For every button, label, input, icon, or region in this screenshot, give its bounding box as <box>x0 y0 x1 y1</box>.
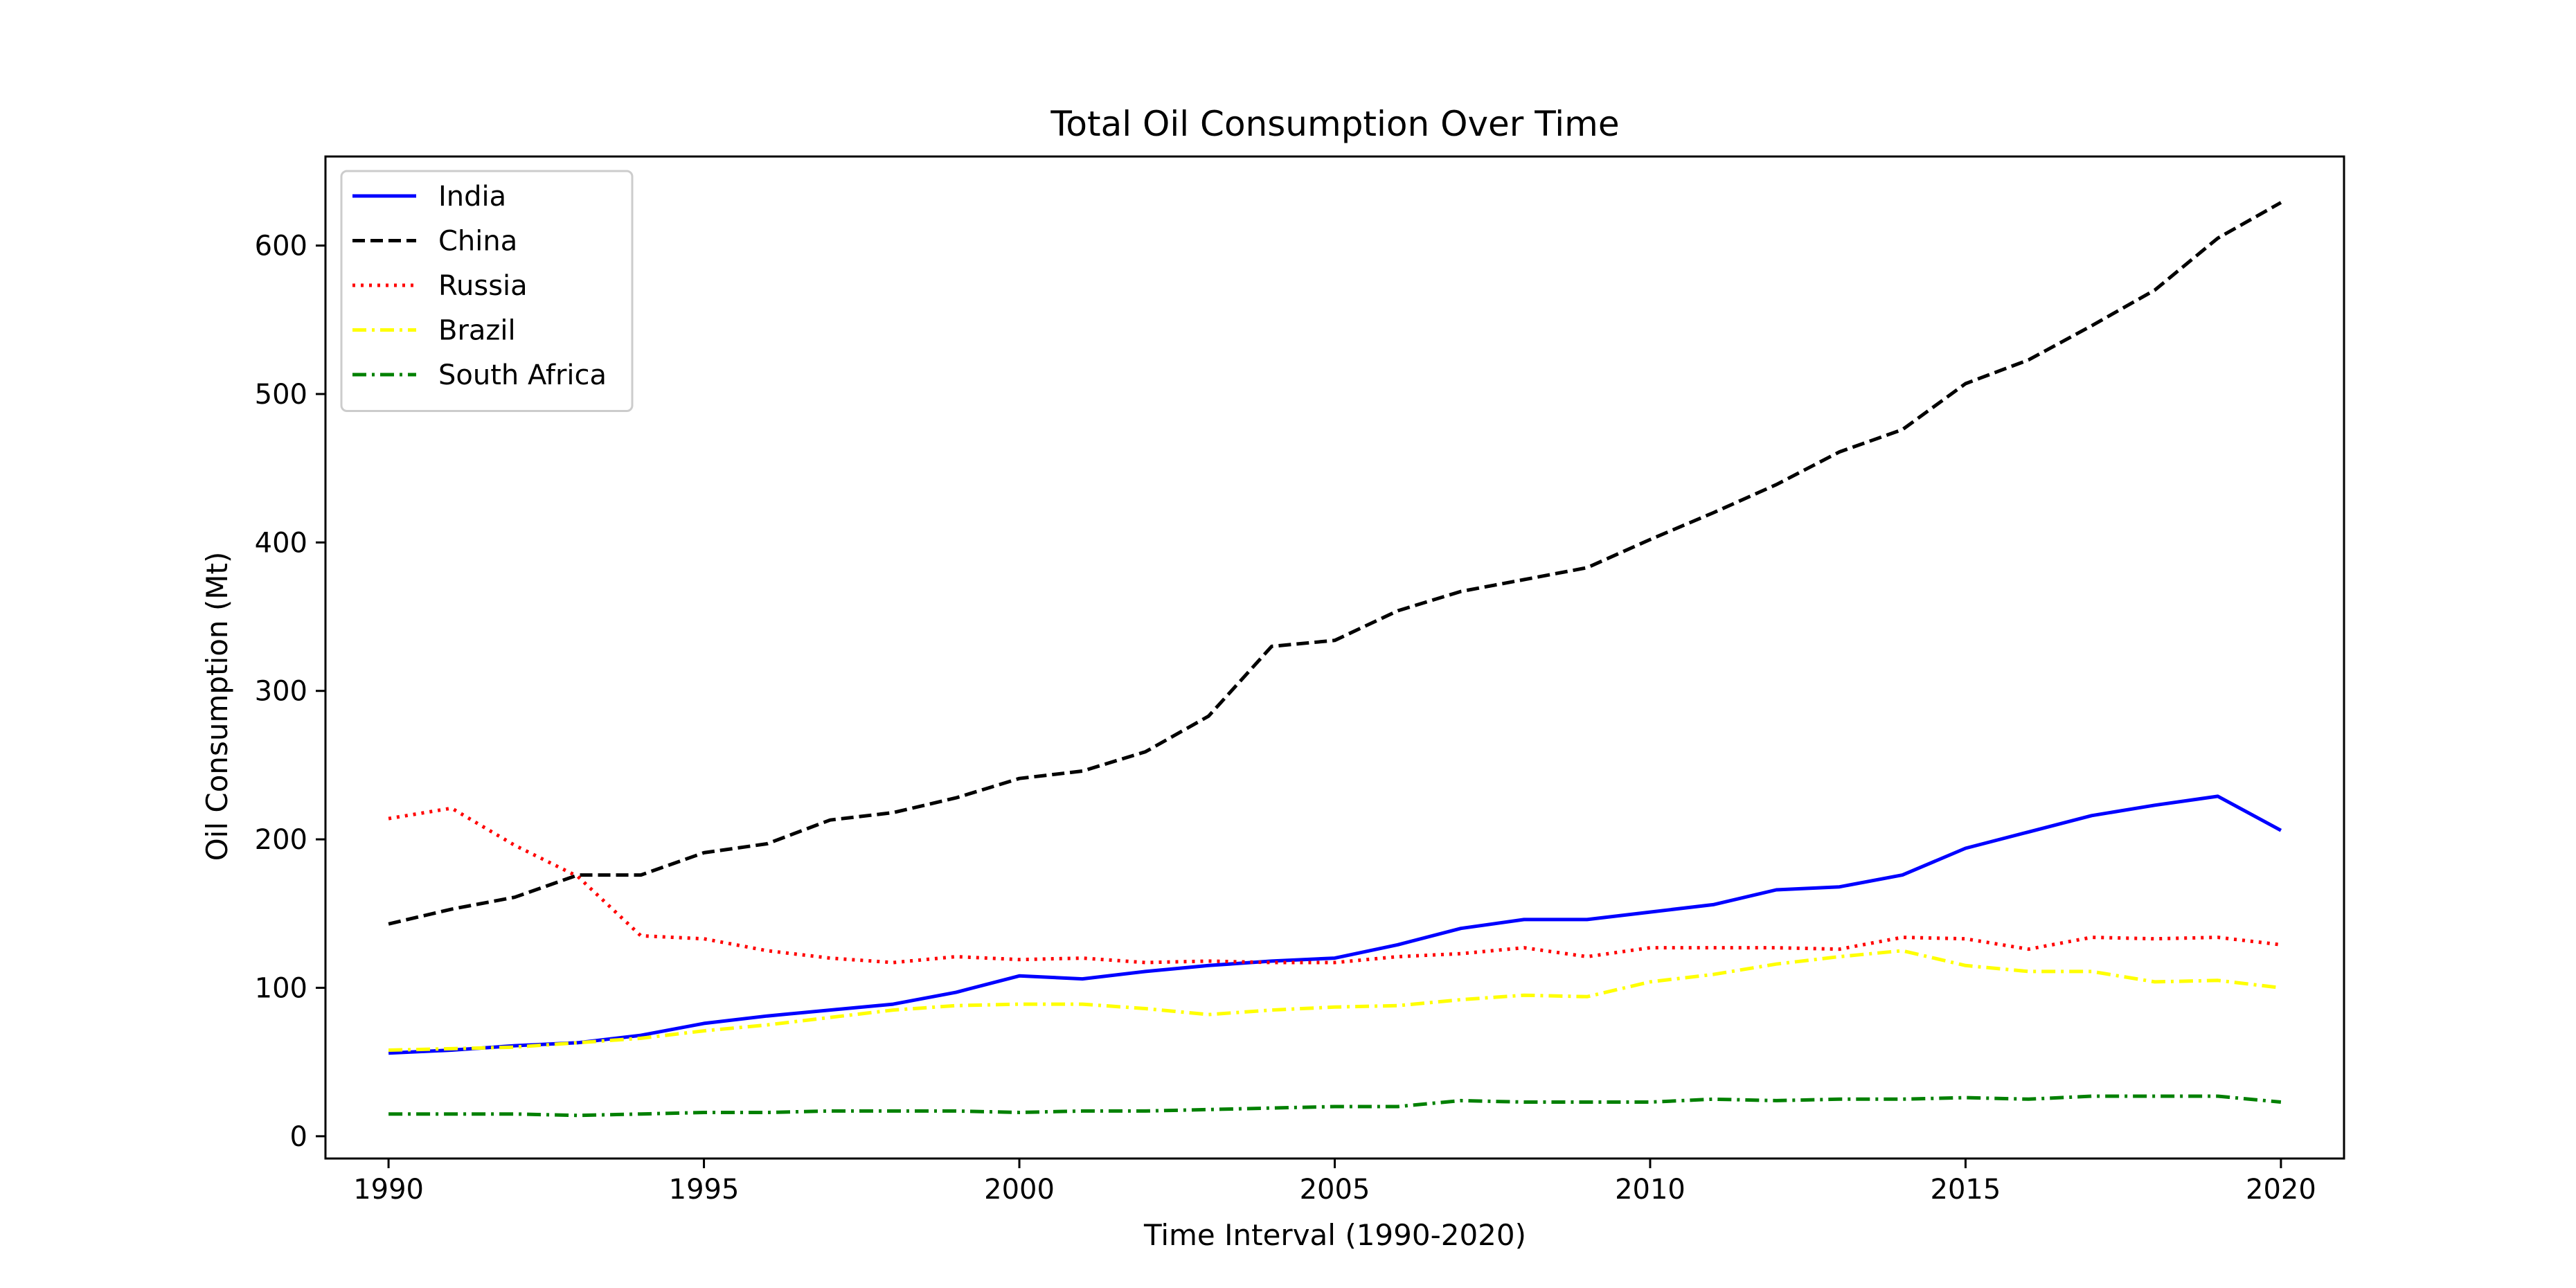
y-axis-title: Oil Consumption (Mt) <box>200 552 234 861</box>
legend-label: South Africa <box>438 359 607 391</box>
legend-label: Brazil <box>438 315 516 347</box>
x-tick-label: 1995 <box>669 1174 740 1206</box>
plot-area <box>388 201 2282 1118</box>
legend-label: China <box>438 226 517 258</box>
legend-label: Russia <box>438 270 528 302</box>
series-line-russia <box>388 806 2282 965</box>
series-line-south-africa <box>388 1094 2282 1118</box>
x-tick-label: 1990 <box>353 1174 424 1206</box>
legend-label: India <box>438 181 506 213</box>
series-line-china <box>388 201 2282 926</box>
legend-box <box>340 170 634 412</box>
y-tick-label: 400 <box>255 527 307 559</box>
series-line-brazil <box>388 949 2282 1052</box>
legend: India China Russia Brazil South Africa <box>340 170 634 412</box>
x-tick-label: 2005 <box>1300 1174 1370 1206</box>
series-line-india <box>388 794 2282 1055</box>
x-tick-label: 2020 <box>2246 1174 2316 1206</box>
chart-title: Total Oil Consumption Over Time <box>1050 104 1619 144</box>
y-tick-label: 300 <box>255 676 307 708</box>
x-tick-label: 2015 <box>1931 1174 2001 1206</box>
x-axis-title: Time Interval (1990-2020) <box>1143 1218 1526 1252</box>
y-tick-label: 100 <box>255 972 307 1004</box>
x-tick-label: 2000 <box>984 1174 1055 1206</box>
x-tick-label: 2010 <box>1615 1174 1685 1206</box>
y-tick-label: 500 <box>255 379 307 411</box>
y-tick-label: 0 <box>290 1121 307 1153</box>
y-tick-label: 600 <box>255 231 307 262</box>
axes: 1990 1995 2000 2005 2010 2015 2020 0 100 200 300 40… <box>255 155 2345 1206</box>
y-tick-label: 200 <box>255 824 307 856</box>
